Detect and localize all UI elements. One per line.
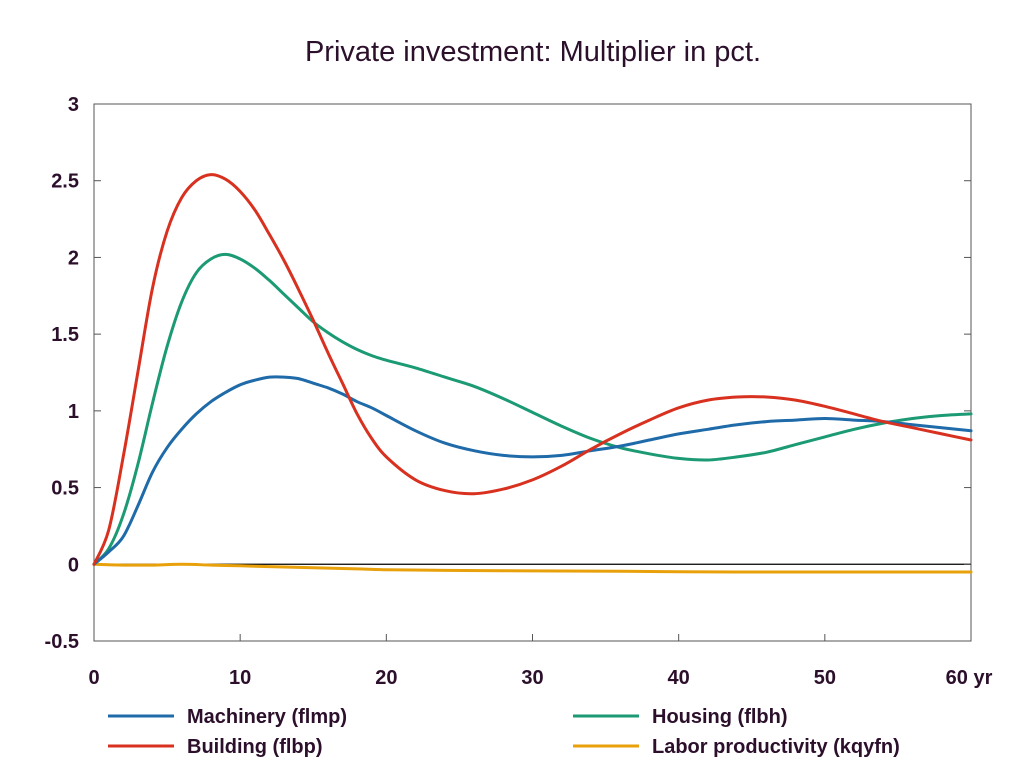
y-tick-label: 2 — [68, 247, 79, 269]
y-tick-label: 3 — [68, 94, 79, 116]
y-tick-label: 1 — [68, 401, 79, 423]
series-line-labor-productivity-kqyfn — [92, 562, 973, 574]
x-tick-label: 60 yr — [946, 667, 993, 689]
y-tick-label: 0 — [68, 554, 79, 576]
legend: Machinery (flmp) Building (flbp) Housing (… — [108, 706, 900, 758]
plot-area-frame — [93, 103, 972, 642]
series-line-housing-flbh — [92, 252, 973, 566]
series-lines — [92, 173, 973, 574]
x-tick-label: 50 — [814, 667, 836, 689]
x-tick-label: 10 — [229, 667, 251, 689]
legend-label: Labor productivity (kqyfn) — [652, 736, 900, 758]
legend-label: Building (flbp) — [187, 736, 323, 758]
series-line-machinery-flmp — [92, 375, 973, 566]
x-tick-label: 0 — [88, 667, 99, 689]
series-line-building-flbp — [92, 173, 973, 566]
x-axis: 0 10 20 30 40 50 60 yr — [88, 634, 993, 689]
legend-label: Machinery (flmp) — [187, 706, 347, 728]
y-tick-label: 1.5 — [51, 324, 79, 346]
x-tick-label: 20 — [375, 667, 397, 689]
y-tick-label: -0.5 — [45, 631, 79, 653]
legend-label: Housing (flbh) — [652, 706, 788, 728]
x-tick-label: 40 — [668, 667, 690, 689]
x-tick-label: 30 — [521, 667, 543, 689]
y-axis: 3 2.5 2 1.5 1 0.5 0 -0.5 — [45, 94, 971, 653]
chart-title: Private investment: Multiplier in pct. — [305, 36, 761, 68]
y-tick-label: 0.5 — [51, 478, 79, 500]
y-tick-label: 2.5 — [51, 171, 79, 193]
